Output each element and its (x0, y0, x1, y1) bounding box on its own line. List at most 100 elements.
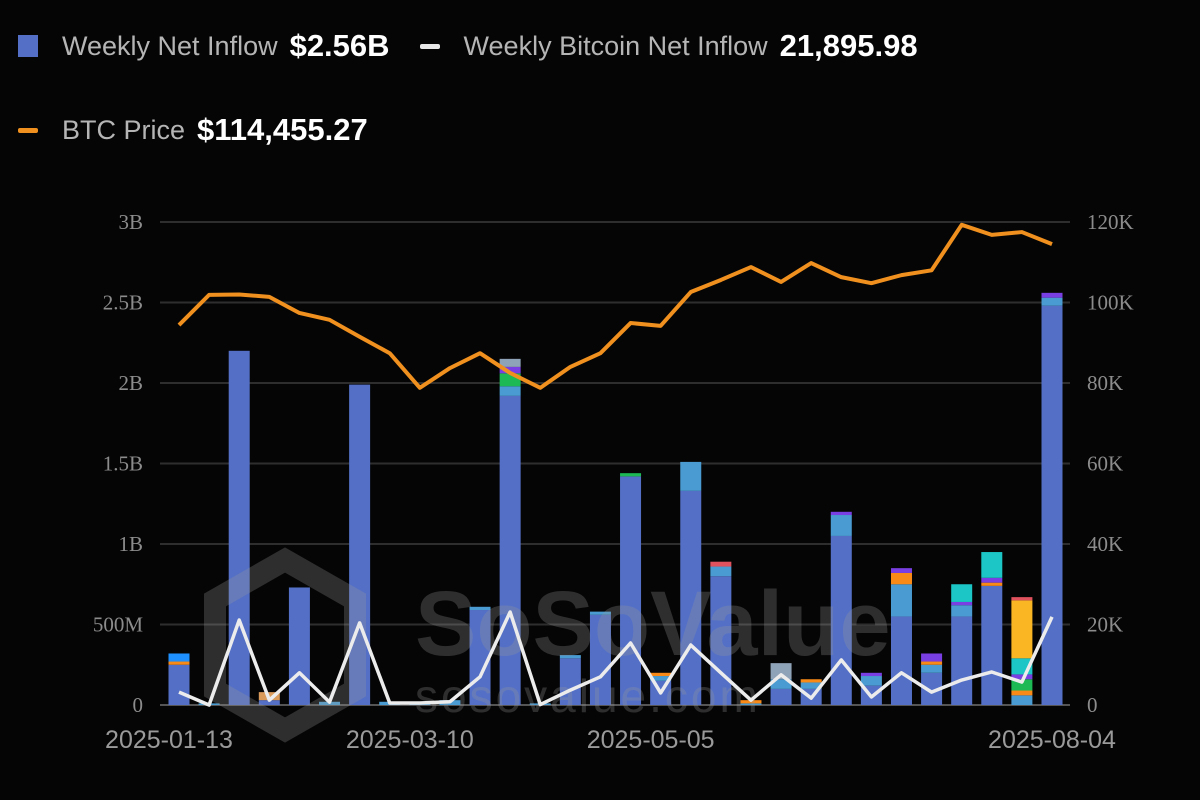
bar-segment-red (710, 561, 732, 567)
bar-week-3 (228, 350, 250, 705)
bar-segment-lightblue (921, 664, 943, 673)
btc-price-line (177, 222, 1053, 390)
bar-segment-lightblue (680, 461, 702, 491)
bar-segment-lightblue (1041, 297, 1063, 306)
bar-segment-lightblue (650, 676, 672, 681)
bar-segment-red (1011, 597, 1033, 601)
bar-segment-lightblue (740, 703, 762, 705)
bar-segment-orange (890, 572, 912, 585)
bar-segment-blue (1041, 305, 1063, 705)
weekly-btc-inflow-line (178, 610, 1054, 707)
legend-label: BTC Price (62, 114, 186, 145)
lines (177, 222, 1054, 707)
bar-segment-blue (349, 384, 371, 705)
bar-segment-azure (168, 653, 190, 662)
bar-segment-green (1011, 679, 1033, 691)
bar-week-5 (288, 587, 310, 705)
bar-week-1 (168, 653, 190, 705)
y-left-tick-label: 1B (118, 532, 143, 556)
square-marker-icon (18, 35, 38, 57)
y-right-tick-label: 40K (1087, 532, 1123, 556)
bar-segment-purple (1011, 674, 1033, 680)
bar-segment-lightblue (860, 676, 882, 686)
bar-segment-lightblue (469, 606, 491, 611)
bar-segment-orange (1011, 690, 1033, 696)
bar-segment-orange (168, 661, 190, 665)
watermark-url: sosovalue.com (415, 670, 761, 722)
legend-btc-price[interactable]: BTC Price $114,455.27 (18, 112, 368, 148)
bar-segment-gray (499, 358, 521, 367)
bar-week-26 (921, 653, 943, 705)
x-tick-label: 2025-01-13 (105, 726, 233, 754)
bar-segment-teal (951, 584, 973, 602)
y-left-tick-label: 500M (93, 613, 144, 637)
dash-marker-icon (419, 43, 440, 49)
bar-segment-purple (921, 653, 943, 662)
y-right-tick-label: 120K (1087, 210, 1134, 234)
y-left-tick-label: 1.5B (103, 452, 143, 476)
watermark: SoSoValue sosovalue.com (204, 547, 891, 743)
bar-segment-blue (589, 614, 611, 705)
y-right-tick-label: 80K (1087, 371, 1123, 395)
bar-week-15 (589, 611, 611, 705)
y-right-tick-label: 60K (1087, 452, 1123, 476)
bar-week-7 (349, 384, 371, 705)
bar-segment-orange (921, 661, 943, 665)
bar-segment-purple (890, 568, 912, 573)
bar-week-21 (770, 663, 792, 705)
bar-segment-purple (830, 511, 852, 516)
bar-week-28 (981, 552, 1003, 705)
x-tick-label: 2025-03-10 (346, 726, 474, 754)
y-left-tick-label: 3B (118, 210, 143, 234)
bar-segment-orange (800, 679, 822, 683)
y-right-tick-label: 100K (1087, 291, 1134, 315)
bar-segment-lightblue (499, 386, 521, 396)
bar-segment-lightblue (951, 605, 973, 617)
x-tick-label: 2025-08-04 (988, 726, 1116, 754)
gridlines (160, 221, 1070, 706)
legend-weekly-net-inflow[interactable]: Weekly Net Inflow $2.56B (18, 28, 390, 64)
bar-segment-lightblue (1011, 695, 1033, 705)
legend-value: 21,895.98 (779, 28, 918, 63)
bar-segment-lightblue (559, 655, 581, 659)
bar-week-27 (951, 584, 973, 705)
bar-segment-blue (830, 535, 852, 705)
bar-segment-green (620, 473, 642, 477)
bar-segment-yellow (1011, 600, 1033, 659)
bar-week-29 (1011, 597, 1033, 705)
bar-segment-purple (981, 577, 1003, 583)
y-right-tick-label: 0 (1087, 693, 1098, 717)
bar-segment-lightblue (800, 682, 822, 689)
watermark-brand: SoSoValue (415, 573, 891, 675)
legend-value: $114,455.27 (197, 112, 368, 147)
bar-week-23 (830, 511, 852, 705)
bar-segment-orange (650, 672, 672, 677)
bar-segment-blue (951, 616, 973, 705)
y-right-tick-label: 20K (1087, 613, 1123, 637)
y-left-tick-label: 2B (118, 371, 143, 395)
dash-marker-icon (18, 127, 38, 133)
bar-segment-lightblue (890, 584, 912, 617)
bar-segment-blue (770, 688, 792, 705)
left-axis: 0 500M 1B 1.5B 2B 2.5B 3B (93, 210, 144, 717)
bar-segment-lightblue (770, 679, 792, 689)
logo-hexagon-icon (204, 547, 366, 743)
legend-weekly-bitcoin-net-inflow[interactable]: Weekly Bitcoin Net Inflow 21,895.98 (419, 28, 918, 64)
bar-segment-orange (981, 582, 1003, 586)
bar-segment-purple (951, 601, 973, 606)
x-axis: 2025-01-13 2025-03-10 2025-05-05 2025-08-04 (105, 726, 1116, 754)
bar-segment-blue (288, 587, 310, 705)
bar-segment-lightblue (830, 515, 852, 536)
bar-segment-purple (1041, 292, 1063, 298)
right-axis: 0 20K 40K 60K 80K 100K 120K (1087, 210, 1134, 717)
bar-segment-blue (258, 700, 280, 705)
bar-segment-blue (981, 585, 1003, 705)
bars (168, 292, 1063, 705)
bar-segment-purple (860, 672, 882, 677)
legend-label: Weekly Bitcoin Net Inflow (463, 30, 768, 61)
bar-segment-gray (770, 663, 792, 680)
x-tick-label: 2025-05-05 (587, 726, 715, 754)
legend-row-1: Weekly Net Inflow $2.56B Weekly Bitcoin … (18, 28, 948, 64)
y-left-tick-label: 0 (133, 693, 144, 717)
